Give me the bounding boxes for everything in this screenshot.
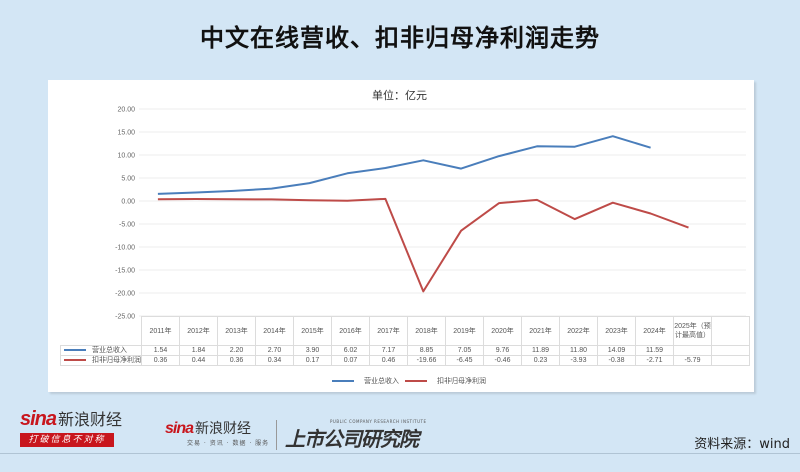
table-header-cell: 2014年 [255, 316, 294, 346]
logo-divider [276, 420, 277, 450]
y-tick-label: 15.00 [117, 130, 135, 137]
table-cell: 0.17 [293, 355, 332, 366]
table-cell: -6.45 [445, 355, 484, 366]
sina-eye-logo-icon: sina [20, 408, 57, 430]
table-cell: 7.05 [445, 345, 484, 356]
table-row: 营业总收入 1.54 1.84 2.20 2.70 3.90 6.02 7.17 8.85 7.0… [60, 345, 750, 356]
sina-services-tagline: 交易 · 资讯 · 数据 · 服务 [187, 440, 270, 447]
y-tick-label: -5.00 [119, 222, 135, 229]
table-cell: 14.09 [597, 345, 636, 356]
table-cell: 9.76 [483, 345, 522, 356]
page-title: 中文在线营收、扣非归母净利润走势 [200, 24, 600, 52]
table-cell: -3.93 [559, 355, 598, 366]
row-label: 营业总收入 [60, 345, 142, 356]
table-cell: -19.66 [407, 355, 446, 366]
footer-divider [0, 453, 800, 454]
table-cell: -0.38 [597, 355, 636, 366]
legend-key-swatch [64, 359, 86, 361]
data-table: 2011年 2012年 2013年 2014年 2015年 2016年 2017年 2018年… [60, 316, 750, 366]
y-tick-label: -15.00 [115, 268, 135, 275]
sina-slogan: 打破信息不对称 [20, 433, 114, 447]
row-label: 扣非归母净利润 [60, 355, 142, 366]
table-cell: -2.71 [635, 355, 674, 366]
table-header-cell: 2018年 [407, 316, 446, 346]
table-header-cell: 2017年 [369, 316, 408, 346]
sina-finance-logo: sina 新浪财经 打破信息不对称 [20, 406, 122, 447]
chart-unit-label: 单位：亿元 [372, 89, 427, 102]
y-tick-label: 0.00 [121, 199, 135, 206]
table-header-cell: 2023年 [597, 316, 636, 346]
table-corner [60, 316, 142, 346]
table-cell: 0.46 [369, 355, 408, 366]
y-tick-label: -20.00 [115, 291, 135, 298]
table-cell: 1.84 [179, 345, 218, 356]
table-cell [673, 345, 712, 356]
sina-finance-logo-secondary: sina 新浪财经 交易 · 资讯 · 数据 · 服务 [165, 418, 269, 447]
table-cell [711, 345, 750, 356]
table-header-cell: 2024年 [635, 316, 674, 346]
table-cell: 6.02 [331, 345, 370, 356]
legend-key-swatch [64, 349, 86, 351]
y-tick-label: 5.00 [121, 176, 135, 183]
y-tick-label: 10.00 [117, 153, 135, 160]
table-cell: 0.07 [331, 355, 370, 366]
table-header-cell: 2016年 [331, 316, 370, 346]
research-institute-logo: 上市公司研究院 [285, 427, 419, 451]
row-label-text: 扣非归母净利润 [92, 356, 141, 364]
table-header-cell: 2020年 [483, 316, 522, 346]
legend-profit-label: 扣非归母净利润 [437, 377, 486, 385]
table-header-cell: 2025年（预计最高值） [673, 316, 712, 346]
table-header-cell: 2012年 [179, 316, 218, 346]
data-source: 资料来源：wind [694, 437, 790, 452]
table-cell: 2.20 [217, 345, 256, 356]
table-header-cell: 2013年 [217, 316, 256, 346]
table-cell: 0.36 [141, 355, 180, 366]
table-header-cell: 2019年 [445, 316, 484, 346]
table-cell: 0.44 [179, 355, 218, 366]
table-cell: 1.54 [141, 345, 180, 356]
table-cell: 0.36 [217, 355, 256, 366]
table-cell: 0.34 [255, 355, 294, 366]
table-cell: 3.90 [293, 345, 332, 356]
table-cell: 0.23 [521, 355, 560, 366]
institute-english-name: PUBLIC COMPANY RESEARCH INSTITUTE [330, 419, 427, 424]
sina-eye-logo-icon: sina [165, 420, 194, 437]
table-row: 扣非归母净利润 0.36 0.44 0.36 0.34 0.17 0.07 0.46 -19.6… [60, 355, 750, 366]
table-cell: -5.79 [673, 355, 712, 366]
table-cell: -0.46 [483, 355, 522, 366]
table-header-cell: 2021年 [521, 316, 560, 346]
table-cell: 8.85 [407, 345, 446, 356]
legend-revenue-swatch [332, 380, 354, 382]
table-header-cell: 2022年 [559, 316, 598, 346]
y-tick-label: 20.00 [117, 107, 135, 114]
legend-profit-swatch [405, 380, 427, 382]
table-cell: 11.80 [559, 345, 598, 356]
table-cell: 2.70 [255, 345, 294, 356]
table-header-cell: 2015年 [293, 316, 332, 346]
legend-revenue-label: 营业总收入 [364, 377, 399, 385]
y-tick-label: -10.00 [115, 245, 135, 252]
net-profit-line [157, 197, 689, 293]
table-cell: 11.89 [521, 345, 560, 356]
chart-legend: 营业总收入 扣非归母净利润 [332, 376, 486, 386]
table-header-cell [711, 316, 750, 346]
sina-finance-name: 新浪财经 [195, 421, 252, 437]
table-cell: 11.59 [635, 345, 674, 356]
table-cell [711, 355, 750, 366]
table-header-cell: 2011年 [141, 316, 180, 346]
row-label-text: 营业总收入 [92, 346, 127, 354]
revenue-line [157, 135, 651, 195]
table-cell: 7.17 [369, 345, 408, 356]
sina-finance-name: 新浪财经 [58, 410, 123, 429]
